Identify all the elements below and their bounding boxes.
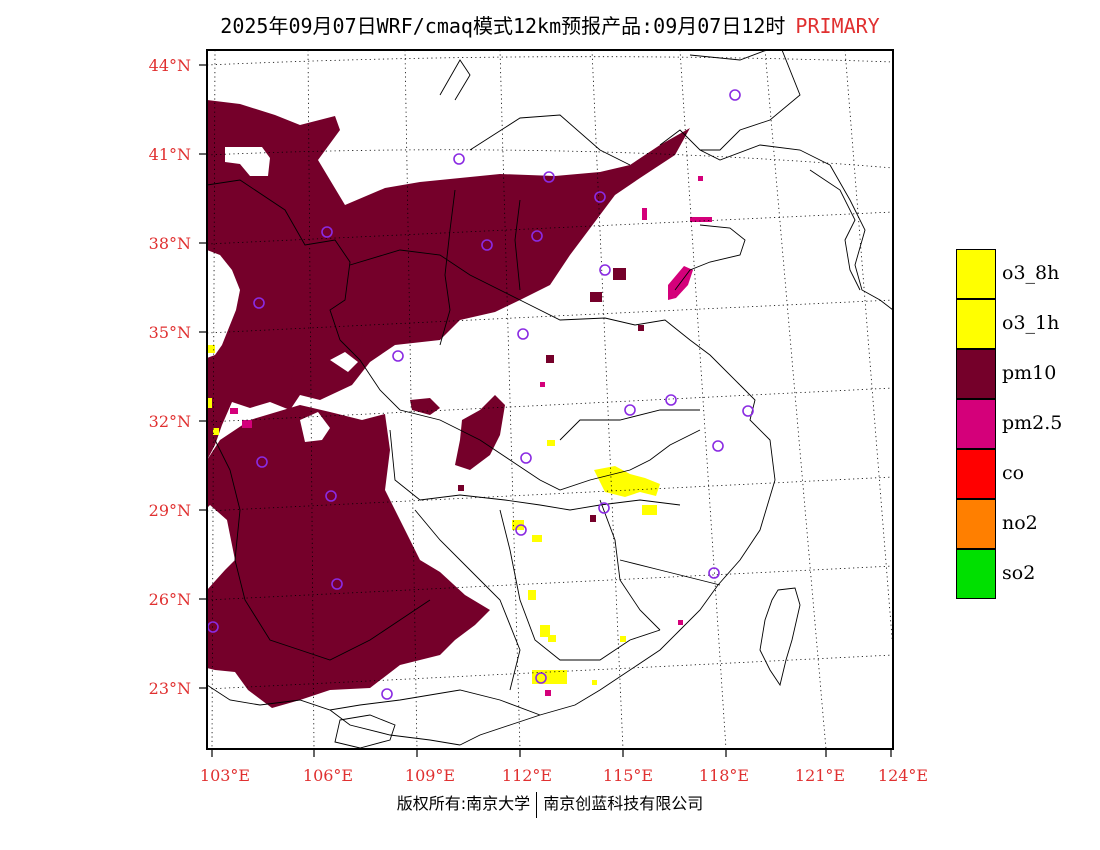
legend-swatch xyxy=(956,299,996,349)
lon-label-124: 124°E xyxy=(877,766,929,785)
legend-label: no2 xyxy=(1002,512,1038,534)
legend-item-co: co xyxy=(956,449,1086,499)
legend-swatch xyxy=(956,249,996,299)
lon-label-112: 112°E xyxy=(501,766,553,785)
islands xyxy=(334,169,861,749)
copyright-footer: 版权所有:南京大学 南京创蓝科技有限公司 xyxy=(0,790,1100,818)
tick-marks xyxy=(199,64,892,757)
lon-label-115: 115°E xyxy=(602,766,654,785)
boundaries xyxy=(207,50,893,746)
legend-swatch xyxy=(956,549,996,599)
lon-label-109: 109°E xyxy=(404,766,456,785)
legend-item-o3-1h: o3_1h xyxy=(956,299,1086,349)
lat-label-23: 23°N xyxy=(148,679,191,698)
clear-gaps xyxy=(207,147,358,590)
legend-item-pm10: pm10 xyxy=(956,349,1086,399)
legend-item-o3-8h: o3_8h xyxy=(956,249,1086,299)
legend-label: so2 xyxy=(1002,562,1036,584)
legend-label: pm10 xyxy=(1002,362,1057,384)
lat-label-44: 44°N xyxy=(148,56,191,75)
lat-label-29: 29°N xyxy=(148,501,191,520)
lat-label-41: 41°N xyxy=(148,145,191,164)
copyright-right: 南京创蓝科技有限公司 xyxy=(543,794,704,813)
lat-label-35: 35°N xyxy=(148,323,191,342)
legend-item-no2: no2 xyxy=(956,499,1086,549)
primary-tag: PRIMARY xyxy=(795,14,880,38)
pm10-area xyxy=(207,100,690,708)
legend-label: o3_8h xyxy=(1002,262,1060,284)
footer-separator xyxy=(536,791,538,818)
map-frame xyxy=(206,49,894,750)
lon-label-121: 121°E xyxy=(794,766,846,785)
legend-swatch xyxy=(956,399,996,449)
lon-label-106: 106°E xyxy=(302,766,354,785)
title-main: 2025年09月07日WRF/cmaq模式12km预报产品:09月07日12时 xyxy=(220,14,786,38)
lon-label-103: 103°E xyxy=(199,766,251,785)
legend-label: o3_1h xyxy=(1002,312,1060,334)
lat-label-26: 26°N xyxy=(148,590,191,609)
o3-area xyxy=(207,345,660,685)
legend-swatch xyxy=(956,499,996,549)
lon-label-118: 118°E xyxy=(698,766,750,785)
lat-label-32: 32°N xyxy=(148,412,191,431)
legend-item-so2: so2 xyxy=(956,549,1086,599)
map-title: 2025年09月07日WRF/cmaq模式12km预报产品:09月07日12时 P… xyxy=(0,10,1100,39)
legend-label: pm2.5 xyxy=(1002,412,1063,434)
legend-item-pm25: pm2.5 xyxy=(956,399,1086,449)
station-markers xyxy=(207,89,754,700)
graticule xyxy=(207,50,893,749)
legend-swatch xyxy=(956,449,996,499)
legend-swatch xyxy=(956,349,996,399)
pollutant-legend: o3_8h o3_1h pm10 pm2.5 co no2 so2 xyxy=(956,249,1086,599)
copyright-left: 版权所有:南京大学 xyxy=(396,794,531,813)
legend-label: co xyxy=(1002,462,1025,484)
lat-label-38: 38°N xyxy=(148,234,191,253)
